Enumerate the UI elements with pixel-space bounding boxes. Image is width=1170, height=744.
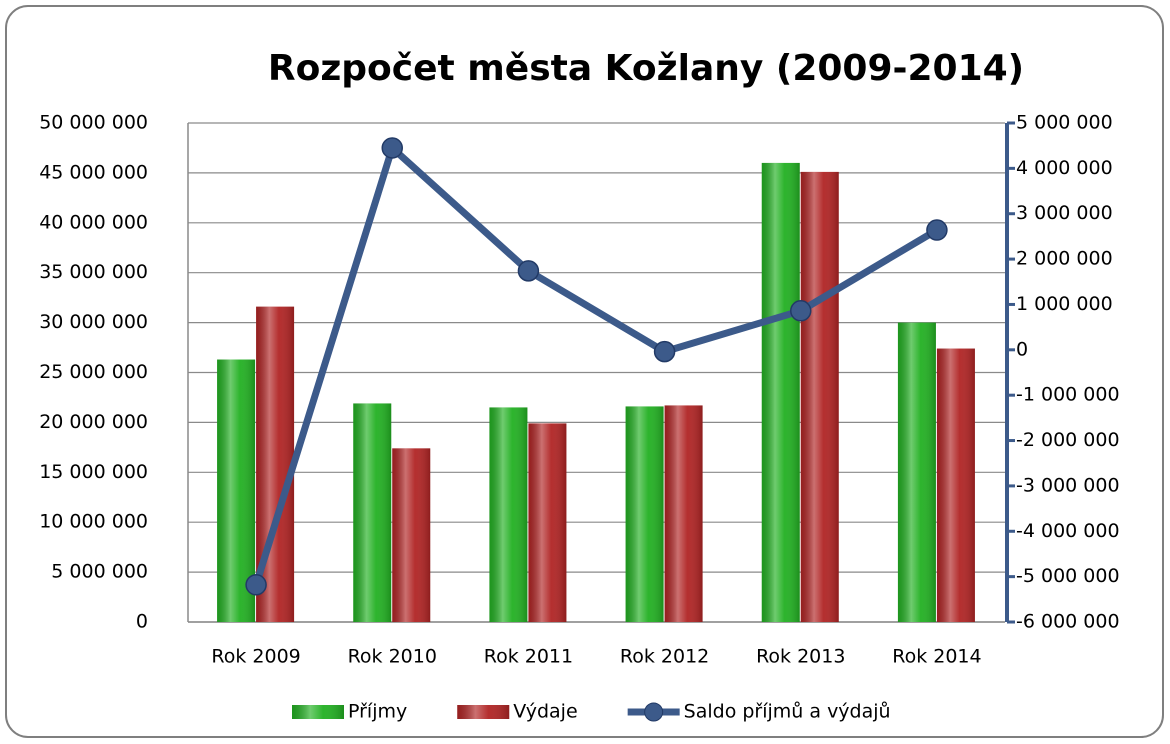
x-tick-label: Rok 2013 [756,646,845,668]
bar-shine [800,171,839,623]
chart-frame [5,5,1164,738]
y-tick-label: 30 000 000 [39,311,148,333]
y-tick-label: 50 000 000 [39,112,148,134]
x-tick-label: Rok 2009 [211,646,300,668]
legend-marker [644,702,664,722]
line-marker [381,137,403,159]
line-marker [926,219,948,241]
legend-label: Saldo příjmů a výdajů [684,701,891,723]
y2-tick-label: -1 000 000 [1016,384,1120,406]
bar-shine [489,407,528,622]
y-tick-label: 25 000 000 [39,361,148,383]
y2-tick-label: -6 000 000 [1016,611,1120,633]
x-tick-label: Rok 2014 [892,646,981,668]
bar-shine [761,162,800,623]
y-tick-label: 35 000 000 [39,261,148,283]
line-marker [653,340,676,363]
line-marker [517,260,540,282]
y2-tick-label: 4 000 000 [1016,157,1113,179]
line [252,144,939,586]
bar-shine [392,448,431,622]
bar-shine [528,423,567,622]
y2-tick-label: 1 000 000 [1016,293,1113,315]
bar-shine [664,405,703,622]
legend-label: Výdaje [513,701,577,723]
y-tick-label: 0 [136,611,148,633]
bar-shine [897,322,936,622]
bar-shine [936,348,975,622]
legend-label: Příjmy [348,701,407,723]
y2-tick-label: -5 000 000 [1016,565,1120,587]
y-tick-label: 40 000 000 [39,211,148,233]
y-tick-label: 10 000 000 [39,511,148,533]
chart-title: Rozpočet města Kožlany (2009-2014) [268,48,1024,89]
bar-shine [353,403,392,622]
y-tick-label: 45 000 000 [39,161,148,183]
y2-tick-label: 0 [1016,338,1028,360]
y2-tick-label: -3 000 000 [1016,474,1120,496]
line-marker [790,300,812,322]
x-tick-label: Rok 2012 [620,646,709,668]
x-tick-label: Rok 2010 [348,646,437,668]
y-tick-label: 5 000 000 [51,561,148,583]
y2-tick-label: 5 000 000 [1016,112,1113,134]
line-marker [245,574,267,596]
y2-tick-label: 2 000 000 [1016,248,1113,270]
y2-tick-label: -4 000 000 [1016,520,1120,542]
y2-tick-label: -2 000 000 [1016,429,1120,451]
bar-shine [625,406,664,622]
legend-shine [457,705,510,719]
y2-tick-label: 3 000 000 [1016,202,1113,224]
y-tick-label: 15 000 000 [39,461,148,483]
x-tick-label: Rok 2011 [484,646,573,668]
legend-shine [292,705,344,719]
y-tick-label: 20 000 000 [39,411,148,433]
